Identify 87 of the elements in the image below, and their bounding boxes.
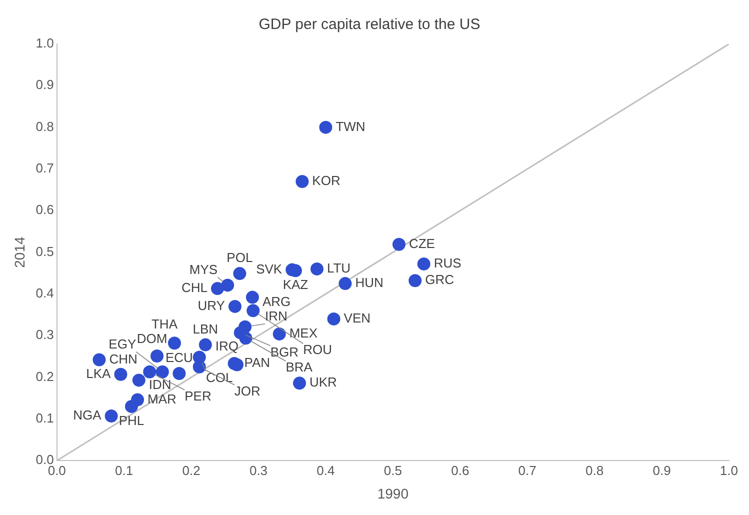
annotation: IRQ bbox=[215, 338, 239, 354]
annotation: CHL bbox=[181, 280, 208, 296]
annotation: ARG bbox=[262, 294, 291, 309]
point bbox=[221, 278, 234, 292]
annotation: PAN bbox=[244, 355, 270, 370]
x-tick-label: 0.2 bbox=[182, 462, 200, 478]
annotation: CZE bbox=[408, 236, 436, 251]
point bbox=[239, 332, 252, 345]
x-tick-label: 0.3 bbox=[249, 462, 268, 478]
point bbox=[292, 376, 306, 390]
point bbox=[338, 277, 352, 290]
annotation: THA bbox=[151, 316, 178, 332]
annotation: KAZ bbox=[282, 277, 308, 292]
annotation: RUS bbox=[434, 256, 462, 271]
x-tick-label: 1.0 bbox=[720, 462, 738, 478]
annotation: PHL bbox=[118, 413, 144, 428]
y-tick-label: 0.3 bbox=[36, 327, 54, 342]
point bbox=[172, 367, 186, 380]
annotation: PER bbox=[184, 388, 212, 404]
annotation: MAR bbox=[148, 391, 176, 406]
point bbox=[228, 300, 242, 313]
point bbox=[198, 338, 212, 352]
y-tick-label: 0.1 bbox=[36, 410, 54, 426]
point bbox=[327, 312, 340, 326]
x-tick-label: 0.9 bbox=[652, 462, 671, 478]
y-tick-label: 0.8 bbox=[36, 118, 54, 134]
x-tick-label: 0.5 bbox=[384, 462, 402, 478]
annotation: LBN bbox=[192, 321, 218, 336]
annotation: ECU bbox=[165, 350, 193, 366]
annotation: EGY bbox=[108, 336, 136, 352]
annotation: HUN bbox=[355, 275, 384, 290]
point bbox=[408, 274, 422, 288]
annotation: KOR bbox=[312, 173, 340, 188]
x-tick-label: 0.1 bbox=[115, 462, 134, 478]
point bbox=[92, 353, 106, 366]
annotation: POL bbox=[226, 250, 253, 266]
y-tick-label: 0.6 bbox=[36, 202, 54, 218]
point bbox=[114, 368, 128, 381]
annotation: ROU bbox=[303, 342, 332, 358]
point bbox=[104, 410, 118, 423]
x-axis-title: 1990 bbox=[377, 485, 409, 502]
annotation: GRC bbox=[425, 272, 454, 288]
point bbox=[233, 267, 246, 280]
annotation: CHN bbox=[109, 351, 138, 366]
x-tick-label: 0.7 bbox=[518, 462, 536, 478]
annotation: NGA bbox=[73, 408, 102, 423]
annotation: MEX bbox=[289, 326, 318, 341]
point bbox=[132, 374, 146, 387]
annotation: IRN bbox=[265, 308, 288, 324]
chart-title: GDP per capita relative to the US bbox=[258, 16, 480, 34]
point bbox=[246, 290, 259, 304]
point bbox=[211, 282, 224, 296]
annotation: LKA bbox=[86, 366, 112, 381]
x-tick-label: 0.6 bbox=[451, 462, 470, 478]
annotation: URY bbox=[198, 298, 226, 314]
y-tick-label: 0.7 bbox=[36, 160, 54, 176]
point bbox=[156, 365, 169, 378]
x-tick-label: 0.4 bbox=[316, 462, 335, 478]
annotation: BGR bbox=[270, 344, 299, 360]
point bbox=[392, 238, 406, 251]
annotation: SVK bbox=[256, 261, 282, 276]
point bbox=[131, 393, 144, 406]
annotation: UKR bbox=[309, 374, 337, 390]
point bbox=[150, 350, 164, 363]
annotation: IDN bbox=[148, 376, 172, 392]
point bbox=[168, 336, 181, 350]
point bbox=[310, 262, 324, 276]
annotation: BRA bbox=[286, 360, 313, 375]
point bbox=[272, 327, 286, 340]
annotation: VEN bbox=[344, 310, 371, 326]
point bbox=[417, 257, 430, 270]
annotation: MYS bbox=[189, 262, 218, 277]
y-tick-label: 0.4 bbox=[36, 286, 54, 301]
annotation: JOR bbox=[234, 383, 260, 398]
y-tick-label: 0.2 bbox=[36, 368, 54, 384]
point bbox=[319, 120, 332, 134]
x-tick-label: 0.8 bbox=[586, 462, 604, 478]
y-axis-title: 2014 bbox=[11, 236, 28, 268]
y-tick-label: 1.0 bbox=[36, 36, 54, 51]
annotation: LTU bbox=[326, 260, 351, 276]
y-tick-label: 0.9 bbox=[36, 77, 54, 92]
y-tick-label: 0.5 bbox=[36, 244, 54, 259]
point bbox=[143, 365, 156, 378]
annotation: DOM bbox=[136, 331, 168, 346]
point bbox=[296, 174, 309, 188]
annotation: TWN bbox=[336, 118, 366, 134]
point bbox=[246, 304, 260, 318]
